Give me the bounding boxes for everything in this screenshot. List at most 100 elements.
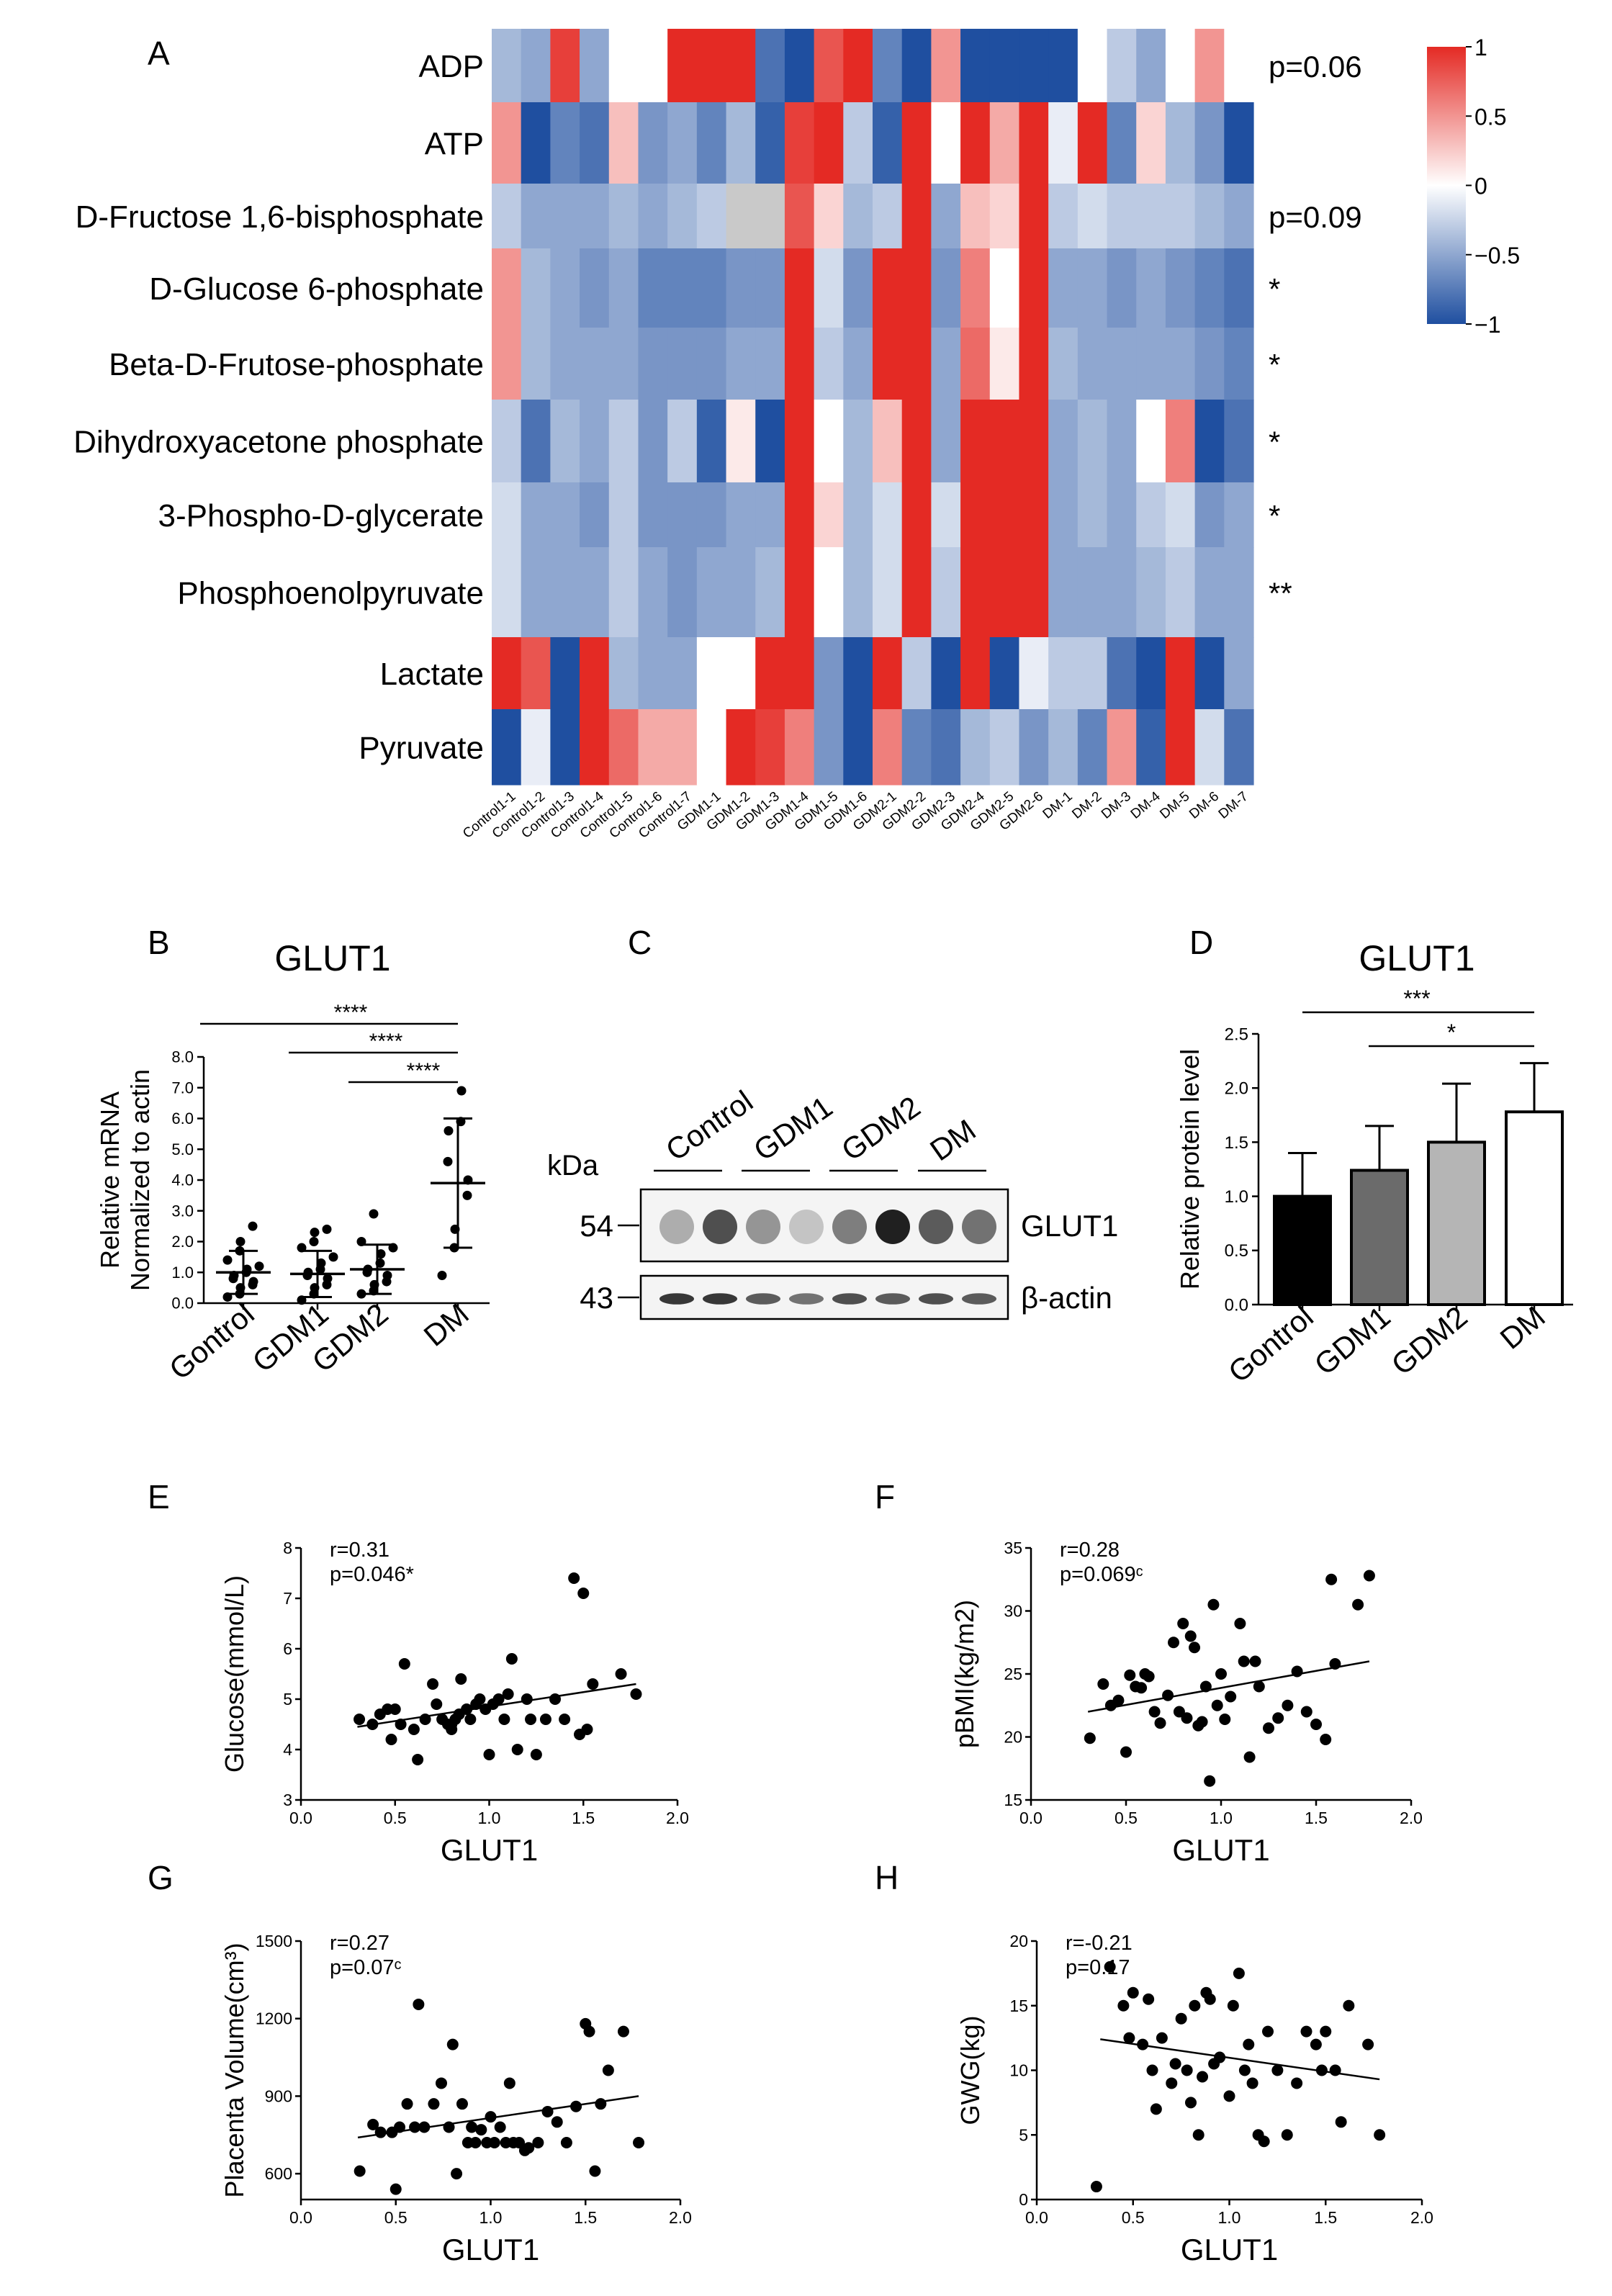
heatmap-cell [1107,637,1137,710]
heatmap-cell [931,400,961,483]
heatmap-column-label: DM-2 [1069,789,1104,822]
data-point [389,1703,401,1715]
heatmap-cell [667,400,698,483]
data-point [310,1228,320,1238]
heatmap-cell [608,102,639,184]
heatmap-cell [784,248,815,328]
heatmap-cell [989,184,1020,249]
heatmap-row-annotation: * [1269,426,1280,459]
heatmap-cell [1194,400,1225,483]
regression-line [357,1683,636,1728]
data-point [532,2137,544,2149]
data-point [322,1224,332,1234]
blot-band [789,1293,824,1305]
data-point [503,2077,515,2089]
heatmap-cell [580,328,610,400]
blot-box [639,1274,1009,1320]
heatmap-cell [1224,637,1254,710]
data-point [633,2137,645,2149]
y-tick-label: 8.0 [171,1048,194,1066]
y-tick-label: 2.5 [1225,1025,1248,1044]
heatmap-cell [580,547,610,638]
data-point [568,1572,580,1584]
data-point [1320,2025,1332,2038]
data-point [1175,2012,1187,2025]
heatmap-cell [492,102,522,184]
heatmap-cell [521,637,551,710]
heatmap-cell [521,400,551,483]
heatmap-cell [843,328,873,400]
data-point [385,1734,397,1745]
heatmap-column-label: DM-3 [1099,789,1134,822]
data-point [435,2077,447,2089]
heatmap-cell [1136,709,1166,785]
data-point [494,2121,506,2133]
heatmap-cell [1048,328,1079,400]
data-point [1156,2032,1168,2044]
data-point [303,1267,313,1277]
heatmap-cell [696,482,727,548]
heatmap-cell [1107,482,1137,548]
heatmap-cell [1048,102,1079,184]
data-point [1173,1706,1185,1718]
data-point [1223,2090,1235,2102]
y-tick-label: 900 [265,2086,292,2105]
heatmap-cell [1224,547,1254,638]
heatmap-cell [667,102,698,184]
colorbar-tick-label: 0 [1474,174,1487,199]
data-point [1148,1706,1161,1718]
x-tick-label: 1.5 [574,2208,597,2227]
data-point [376,1249,386,1259]
heatmap-cell [901,547,932,638]
heatmap-cell [726,248,756,328]
data-point [1352,1598,1364,1611]
heatmap-cell [1048,547,1079,638]
x-tick-label: 0.0 [1019,1809,1043,1827]
heatmap-cell [667,482,698,548]
chart-title: GLUT1 [1359,938,1474,978]
x-tick-label: 0.5 [1115,1809,1138,1827]
heatmap-cell [608,637,639,710]
significance-label: * [1447,1019,1456,1045]
correlation-p: p=0.046* [330,1563,414,1586]
heatmap-cell [1019,637,1049,710]
data-point [1162,1689,1174,1701]
heatmap-cell [1224,709,1254,785]
data-point [595,2098,607,2110]
bar [1273,1194,1332,1306]
data-point [1225,1691,1237,1703]
data-point [1185,2097,1197,2109]
data-point [488,2137,500,2149]
heatmap-column-label: DM-1 [1040,789,1076,822]
heatmap-row-label: Phosphoenolpyruvate [177,576,484,611]
heatmap-cell [784,637,815,710]
heatmap-cell [784,482,815,548]
heatmap-cell [901,184,932,249]
data-point [551,2116,563,2128]
blot-band [703,1210,737,1244]
heatmap-cell [492,184,522,249]
heatmap-row-label: D-Fructose 1,6-bisphosphate [76,199,484,235]
bar [1427,1140,1486,1307]
data-point [1204,1993,1216,2005]
heatmap-cell [726,482,756,548]
heatmap-column-label: DM-4 [1128,788,1163,821]
heatmap-cell [1019,102,1049,184]
x-tick-label: 0.0 [289,1809,312,1827]
heatmap-cell [1136,102,1166,184]
data-point [427,1678,439,1690]
heatmap-cell [696,184,727,249]
heatmap-cell [843,29,873,103]
heatmap-cell [550,248,580,328]
x-tick-label: 1.5 [572,1809,595,1827]
heatmap-cell [608,184,639,249]
data-point [1168,1637,1179,1649]
heatmap-cell [667,637,698,710]
y-axis-label: Placenta Volume(cm³) [220,1942,249,2197]
heatmap-column-label: DM-5 [1157,789,1192,822]
panel-d: D GLUT1 0.0 0.5 1.0 1.5 2.0 2.5 Relative protein… [1175,924,1573,1389]
data-point [1117,1999,1130,2012]
heatmap-cell [1136,482,1166,548]
data-point [466,2121,478,2133]
